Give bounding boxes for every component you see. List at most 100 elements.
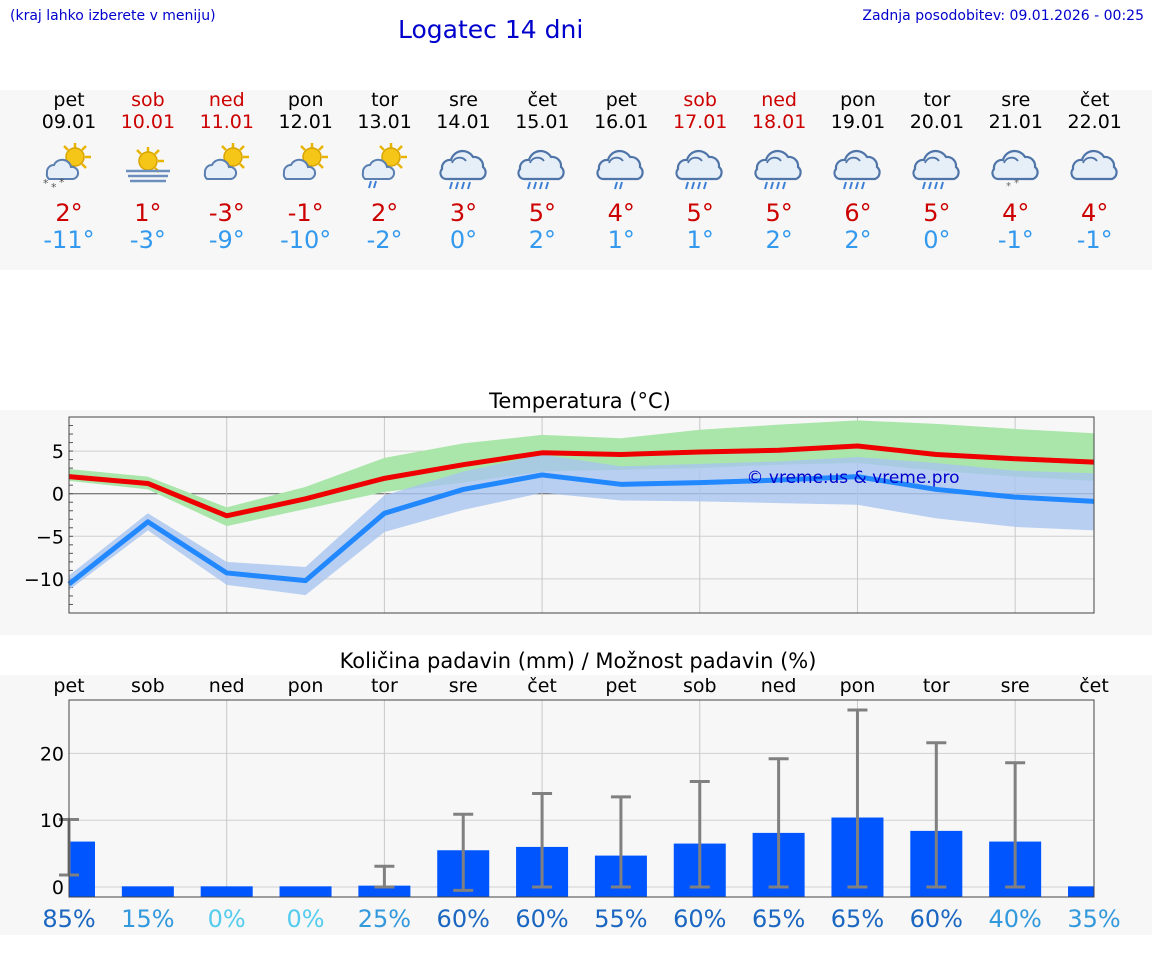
- temp-max: 4°: [607, 199, 635, 227]
- svg-text:*: *: [1014, 178, 1019, 189]
- day-date: 20.01: [909, 111, 965, 133]
- temp-min: -11°: [43, 226, 95, 254]
- temp-max: 6°: [844, 199, 872, 227]
- precipitation-probability: 35%: [1067, 905, 1120, 933]
- precipitation-ytick-label: 20: [40, 743, 64, 765]
- day-date: 10.01: [120, 111, 176, 133]
- day-name: pet: [605, 89, 637, 111]
- precipitation-probability: 85%: [42, 905, 95, 933]
- precipitation-probability: 65%: [831, 905, 884, 933]
- precipitation-probability: 60%: [910, 905, 963, 933]
- day-date: 18.01: [751, 111, 807, 133]
- temp-max: 2°: [55, 199, 83, 227]
- cloudy-rain-icon: [751, 139, 807, 190]
- temperature-ytick-label: 5: [52, 441, 64, 463]
- cloudy-light-rain-icon: [593, 139, 649, 190]
- temp-max: -1°: [287, 199, 324, 227]
- precipitation-category-label: tor: [923, 675, 950, 697]
- precipitation-category-label: tor: [371, 675, 398, 697]
- day-name: pet: [53, 89, 85, 111]
- precipitation-category-label: pon: [840, 675, 876, 697]
- day-date: 12.01: [278, 111, 333, 133]
- precipitation-ytick-label: 10: [40, 810, 64, 832]
- day-date: 16.01: [594, 111, 649, 133]
- day-date: 19.01: [830, 111, 886, 133]
- temp-max: 1°: [134, 199, 162, 227]
- partly-sunny-icon: [278, 139, 334, 189]
- temperature-ytick-label: 0: [52, 484, 64, 506]
- temp-min: -9°: [208, 226, 245, 254]
- day-name: pon: [287, 89, 324, 111]
- precipitation-category-label: sre: [1001, 675, 1030, 697]
- day-name: tor: [371, 89, 399, 111]
- precipitation-probability: 65%: [752, 905, 805, 933]
- temp-max: 5°: [765, 199, 793, 227]
- precipitation-probability: 40%: [988, 905, 1041, 933]
- partly-sunny-icon: [199, 139, 255, 189]
- temp-min: -1°: [1076, 226, 1113, 254]
- precipitation-category-label: sob: [683, 675, 717, 697]
- precipitation-category-label: pet: [53, 675, 84, 697]
- precipitation-category-label: čet: [1079, 675, 1109, 697]
- cloudy-snow-icon: * *: [988, 139, 1044, 192]
- cloudy-rain-icon: [514, 139, 570, 190]
- location-hint: (kraj lahko izberete v meniju): [10, 8, 216, 24]
- precipitation-bar: [200, 886, 253, 897]
- temp-min: 2°: [765, 226, 793, 254]
- cloudy-rain-icon: [672, 139, 728, 190]
- cloudy-rain-icon: [909, 139, 965, 190]
- day-name: čet: [527, 89, 558, 111]
- temperature-ytick-label: −10: [24, 569, 64, 591]
- temperature-min-line: [67, 472, 1095, 586]
- partly-sunny-rain-icon: [357, 139, 413, 189]
- temp-min: -3°: [129, 226, 166, 254]
- precipitation-bar: [69, 841, 95, 897]
- precipitation-probability: 60%: [437, 905, 490, 933]
- precipitation-chart-title: Količina padavin (mm) / Možnost padavin …: [340, 649, 817, 673]
- svg-text:*: *: [51, 181, 57, 191]
- temp-min: -2°: [366, 226, 403, 254]
- precipitation-bar: [358, 885, 411, 897]
- day-name: čet: [1079, 89, 1110, 111]
- precipitation-probability: 25%: [358, 905, 411, 933]
- svg-text:*: *: [1006, 181, 1011, 191]
- temp-min: 2°: [528, 226, 557, 254]
- day-name: pon: [840, 89, 876, 111]
- precipitation-probability: 15%: [121, 905, 174, 933]
- temperature-chart-title: Temperatura (°C): [488, 389, 671, 413]
- temp-max: 3°: [449, 199, 478, 227]
- precipitation-ytick-label: 0: [52, 877, 64, 899]
- precipitation-probability: 0%: [286, 905, 324, 933]
- precipitation-probability: 55%: [594, 905, 647, 933]
- temp-max: 4°: [1002, 199, 1030, 227]
- precipitation-category-label: pon: [288, 675, 324, 697]
- day-date: 11.01: [199, 111, 254, 133]
- day-name: sob: [683, 89, 717, 111]
- day-date: 15.01: [515, 111, 570, 133]
- precipitation-probability: 0%: [208, 905, 246, 933]
- precipitation-category-label: pet: [605, 675, 636, 697]
- temp-min: 0°: [449, 226, 478, 254]
- temp-min: 2°: [844, 226, 872, 254]
- temperature-ytick-label: −5: [36, 526, 64, 548]
- watermark: © vreme.us & vreme.pro: [746, 468, 959, 488]
- precipitation-probability: 60%: [673, 905, 726, 933]
- day-date: 22.01: [1067, 111, 1122, 133]
- temp-max: 5°: [923, 199, 951, 227]
- svg-text:*: *: [59, 176, 65, 189]
- precipitation-bar: [1068, 886, 1094, 897]
- cloudy-rain-icon: [436, 139, 492, 190]
- last-updated: Zadnja posodobitev: 09.01.2026 - 00:25: [862, 8, 1144, 24]
- precipitation-probability: 60%: [515, 905, 568, 933]
- day-date: 13.01: [357, 111, 412, 133]
- cloudy-rain-icon: [830, 139, 886, 190]
- temp-min: 1°: [607, 226, 635, 254]
- temp-min: 0°: [923, 226, 951, 254]
- precipitation-plot-frame: [68, 699, 1095, 898]
- temp-max: 2°: [370, 199, 399, 227]
- temp-min: -10°: [280, 226, 332, 254]
- temp-min: 1°: [686, 226, 714, 254]
- day-date: 09.01: [41, 111, 97, 133]
- day-name: ned: [208, 89, 245, 111]
- precipitation-category-label: sre: [449, 675, 478, 697]
